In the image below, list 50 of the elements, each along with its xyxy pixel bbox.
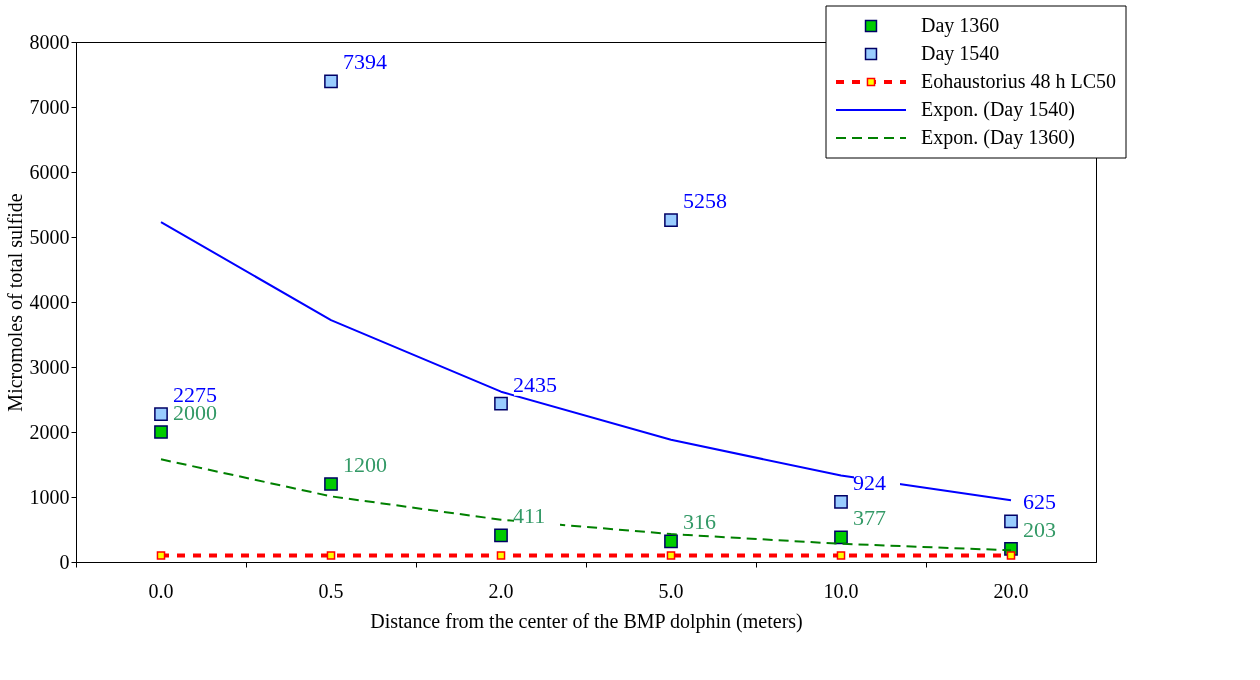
point [836, 551, 846, 560]
data-label: 1200 [343, 452, 387, 477]
point [494, 396, 508, 411]
y-tick-label: 2000 [29, 420, 70, 443]
point [494, 528, 508, 543]
y-tick-label: 7000 [29, 95, 70, 118]
legend-label: Eohaustorius 48 h LC50 [921, 70, 1116, 92]
legend-label: Expon. (Day 1360) [921, 126, 1075, 149]
y-axis-title: Micromoles of total sulfide [3, 193, 26, 412]
data-label: 924 [853, 469, 886, 495]
y-tick-label: 6000 [29, 160, 70, 183]
point [666, 551, 676, 560]
data-label: 411 [513, 503, 546, 529]
x-tick-label: 2.0 [488, 579, 514, 602]
y-tick-label: 8000 [29, 30, 70, 53]
x-tick-label: 10.0 [823, 579, 859, 602]
point [664, 534, 678, 549]
legend-label: Day 1360 [921, 14, 1000, 37]
point [664, 213, 678, 228]
point [326, 551, 336, 560]
data-label: 377 [853, 505, 886, 531]
data-label: 203 [1023, 516, 1056, 542]
line-series [160, 221, 1012, 502]
y-tick-label: 0 [59, 550, 70, 573]
point [156, 551, 166, 560]
data-label: 625 [1023, 489, 1056, 515]
data-label: 2435 [513, 371, 557, 397]
point [324, 74, 338, 89]
y-tick-label: 4000 [29, 290, 70, 313]
y-tick-label: 5000 [29, 225, 70, 248]
x-tick-label: 5.0 [658, 579, 684, 602]
point [154, 407, 168, 421]
point [154, 425, 168, 439]
legend-label: Day 1540 [921, 42, 1000, 65]
y-tick-label: 3000 [29, 355, 70, 378]
x-tick-label: 20.0 [993, 579, 1029, 602]
data-label: 7394 [343, 49, 387, 75]
point [496, 551, 506, 560]
x-tick-label: 0.0 [148, 579, 174, 602]
legend-label: Expon. (Day 1540) [921, 98, 1075, 121]
data-label: 316 [683, 509, 716, 535]
data-label: 5258 [683, 188, 727, 214]
x-tick-label: 0.5 [318, 579, 344, 602]
point [1004, 514, 1018, 529]
point [834, 530, 848, 545]
x-axis-title: Distance from the center of the BMP dolphin (meters) [370, 609, 803, 633]
point [1006, 551, 1016, 560]
point [324, 477, 338, 491]
y-tick-label: 1000 [29, 485, 70, 508]
point [834, 495, 848, 509]
